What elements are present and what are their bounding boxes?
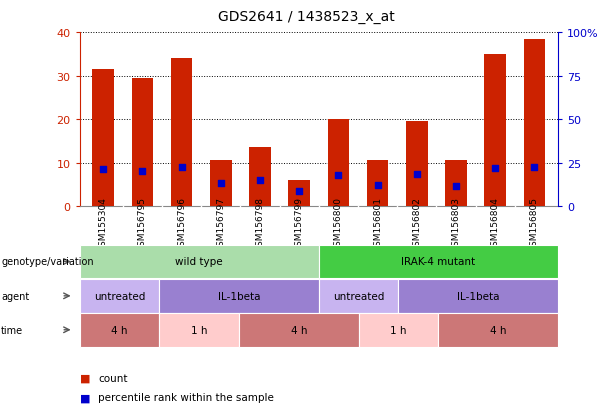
Text: IRAK-4 mutant: IRAK-4 mutant — [402, 257, 475, 267]
Point — [490, 165, 500, 172]
Bar — [171, 59, 192, 206]
Text: GSM155304: GSM155304 — [99, 197, 108, 252]
Point — [137, 169, 147, 175]
Text: GSM156799: GSM156799 — [295, 197, 303, 252]
Text: GSM156800: GSM156800 — [334, 197, 343, 252]
Text: 4 h: 4 h — [490, 325, 506, 335]
Point — [98, 167, 108, 173]
Text: ■: ■ — [80, 373, 90, 383]
Bar — [249, 148, 271, 206]
Bar — [445, 161, 466, 206]
Bar — [524, 40, 545, 206]
Text: untreated: untreated — [94, 291, 145, 301]
Point — [333, 172, 343, 178]
Text: wild type: wild type — [175, 257, 223, 267]
Text: GSM156801: GSM156801 — [373, 197, 382, 252]
Text: GSM156796: GSM156796 — [177, 197, 186, 252]
Bar — [93, 70, 114, 206]
Point — [255, 177, 265, 184]
Bar — [367, 161, 388, 206]
Text: genotype/variation: genotype/variation — [1, 257, 94, 267]
Text: IL-1beta: IL-1beta — [218, 291, 261, 301]
Bar — [406, 122, 427, 206]
Text: GDS2641 / 1438523_x_at: GDS2641 / 1438523_x_at — [218, 10, 395, 24]
Text: GSM156803: GSM156803 — [451, 197, 460, 252]
Text: percentile rank within the sample: percentile rank within the sample — [98, 392, 274, 402]
Text: IL-1beta: IL-1beta — [457, 291, 500, 301]
Bar — [288, 180, 310, 206]
Point — [177, 164, 186, 171]
Text: GSM156805: GSM156805 — [530, 197, 539, 252]
Point — [373, 183, 383, 189]
Text: GSM156795: GSM156795 — [138, 197, 147, 252]
Text: GSM156798: GSM156798 — [256, 197, 264, 252]
Point — [294, 188, 304, 195]
Text: GSM156804: GSM156804 — [490, 197, 500, 252]
Bar — [210, 161, 232, 206]
Point — [451, 183, 461, 190]
Text: 1 h: 1 h — [191, 325, 207, 335]
Text: GSM156802: GSM156802 — [412, 197, 421, 252]
Text: 4 h: 4 h — [291, 325, 307, 335]
Text: agent: agent — [1, 291, 29, 301]
Point — [412, 171, 422, 178]
Text: time: time — [1, 325, 23, 335]
Text: ■: ■ — [80, 392, 90, 402]
Text: untreated: untreated — [333, 291, 384, 301]
Text: count: count — [98, 373, 128, 383]
Point — [216, 180, 226, 187]
Text: 4 h: 4 h — [112, 325, 128, 335]
Text: 1 h: 1 h — [390, 325, 406, 335]
Point — [530, 164, 539, 171]
Bar — [484, 55, 506, 206]
Bar — [327, 120, 349, 206]
Text: GSM156797: GSM156797 — [216, 197, 226, 252]
Bar — [132, 78, 153, 206]
